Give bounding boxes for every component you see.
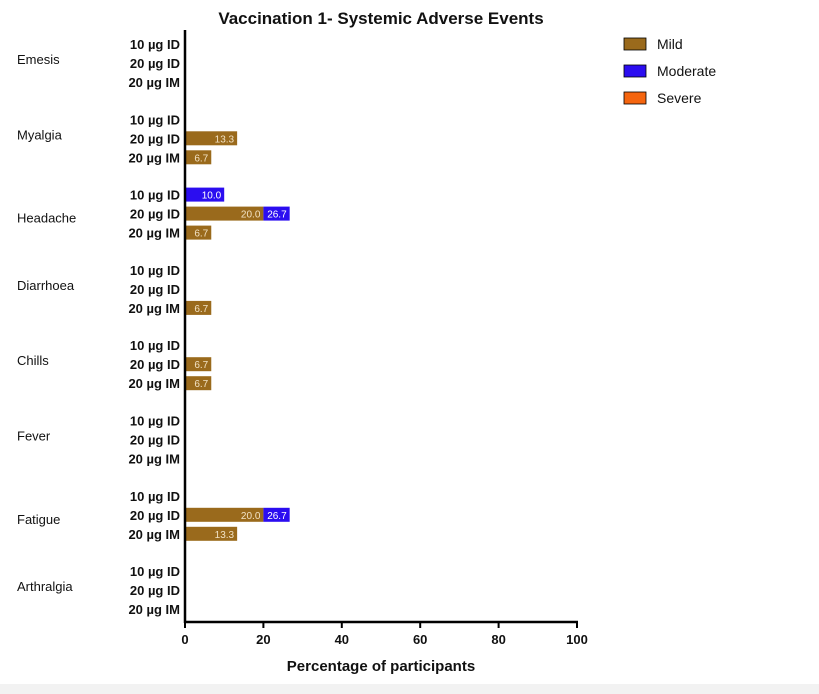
bar-moderate [263, 206, 290, 221]
row-label: 20 µg IM [128, 602, 180, 617]
x-tick-label: 100 [566, 632, 588, 647]
legend-swatch-moderate [623, 64, 647, 78]
data-label: 6.7 [194, 304, 208, 315]
x-tick-label: 0 [181, 632, 188, 647]
row-label: 10 µg ID [130, 489, 180, 504]
chart-title: Vaccination 1- Systemic Adverse Events [218, 9, 543, 28]
data-label: 6.7 [194, 360, 208, 371]
data-label: 6.7 [194, 229, 208, 240]
data-label: 20.0 [241, 511, 261, 522]
x-tick-label: 40 [335, 632, 349, 647]
bar-mild [185, 300, 212, 315]
category-group-headache: Headache 10 µg ID 10.0 20 µg ID 20.0 26.7 20 µ… [17, 187, 290, 241]
row-label: 10 µg ID [130, 112, 180, 127]
data-label: 26.7 [267, 210, 287, 221]
bottom-strip [0, 684, 819, 694]
bar-mild [185, 150, 212, 165]
category-group-diarrhoea: Diarrhoea 10 µg ID 20 µg ID 20 µg IM 6.7 [17, 263, 212, 316]
row-label: 10 µg ID [130, 37, 180, 52]
row-label: 20 µg IM [128, 527, 180, 542]
row-label: 20 µg ID [130, 508, 180, 523]
row-label: 20 µg IM [128, 75, 180, 90]
legend-swatch-mild [623, 37, 647, 51]
data-label: 13.3 [215, 134, 235, 145]
legend-label: Moderate [657, 63, 716, 79]
category-group-emesis: Emesis 10 µg ID 20 µg ID 20 µg IM [17, 37, 180, 90]
data-label: 6.7 [194, 379, 208, 390]
category-label: Myalgia [17, 127, 63, 142]
legend-label: Mild [657, 36, 683, 52]
bar-mild [185, 357, 212, 372]
data-label: 13.3 [215, 530, 235, 541]
row-label: 20 µg IM [128, 376, 180, 391]
row-label: 20 µg ID [130, 357, 180, 372]
category-label: Diarrhoea [17, 278, 75, 293]
x-axis-label: Percentage of participants [287, 658, 475, 675]
category-group-myalgia: Myalgia 10 µg ID 20 µg ID 13.3 20 µg IM 6.7 [17, 112, 238, 165]
category-label: Emesis [17, 52, 60, 67]
bar-moderate [263, 507, 290, 522]
x-tick-label: 60 [413, 632, 427, 647]
row-label: 20 µg ID [130, 131, 180, 146]
bar-mild [185, 507, 264, 522]
row-label: 20 µg ID [130, 207, 180, 222]
row-label: 10 µg ID [130, 564, 180, 579]
category-label: Fatigue [17, 512, 60, 527]
category-group-chills: Chills 10 µg ID 20 µg ID 6.7 20 µg IM 6.7 [17, 338, 212, 391]
bar-moderate [185, 187, 225, 202]
row-label: 20 µg ID [130, 56, 180, 71]
data-label: 26.7 [267, 511, 287, 522]
row-label: 10 µg ID [130, 414, 180, 429]
bar-mild [185, 376, 212, 391]
plot-area: Emesis 10 µg ID 20 µg ID 20 µg IM Myalgia 10 … [17, 30, 588, 647]
bar-mild [185, 131, 238, 146]
data-label: 10.0 [202, 191, 222, 202]
row-label: 20 µg ID [130, 282, 180, 297]
category-label: Arthralgia [17, 579, 73, 594]
bar-mild [185, 225, 212, 240]
category-group-fever: Fever 10 µg ID 20 µg ID 20 µg IM [17, 414, 180, 467]
category-label: Headache [17, 211, 76, 226]
bar-mild [185, 526, 238, 541]
category-group-fatigue: Fatigue 10 µg ID 20 µg ID 20.0 26.7 20 µg IM 1… [17, 489, 290, 542]
row-label: 20 µg IM [128, 301, 180, 316]
row-label: 10 µg ID [130, 263, 180, 278]
row-label: 10 µg ID [130, 188, 180, 203]
row-label: 10 µg ID [130, 338, 180, 353]
row-label: 20 µg IM [128, 150, 180, 165]
data-label: 6.7 [194, 153, 208, 164]
category-group-arthralgia: Arthralgia 10 µg ID 20 µg ID 20 µg IM [17, 564, 180, 617]
legend: Mild Moderate Severe [623, 36, 716, 106]
category-label: Chills [17, 353, 49, 368]
legend-label: Severe [657, 90, 702, 106]
row-label: 20 µg ID [130, 433, 180, 448]
row-label: 20 µg ID [130, 583, 180, 598]
bar-mild [185, 206, 264, 221]
x-tick-label: 20 [256, 632, 270, 647]
category-label: Fever [17, 429, 51, 444]
x-tick-label: 80 [491, 632, 505, 647]
data-label: 20.0 [241, 210, 261, 221]
row-label: 20 µg IM [128, 452, 180, 467]
row-label: 20 µg IM [128, 226, 180, 241]
legend-swatch-severe [623, 91, 647, 105]
